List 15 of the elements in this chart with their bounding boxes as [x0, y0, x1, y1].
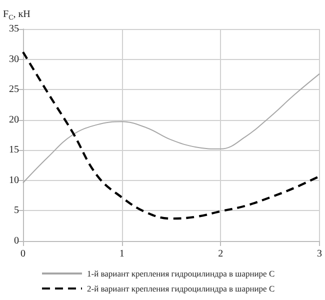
y-tick-label: 10 [9, 174, 19, 186]
y-tick-label: 15 [9, 144, 19, 156]
legend-label: 1-й вариант крепления гидроцилиндра в шарнире С [87, 268, 275, 278]
y-tick-label: 20 [9, 114, 19, 126]
x-tick-label: 3 [317, 248, 322, 260]
y-tick-label: 25 [9, 84, 19, 96]
y-tick-label: 0 [14, 236, 19, 246]
legend-label: 2-й вариант крепления гидроцилиндра в шарнире С [87, 284, 275, 294]
x-tick-label: 2 [218, 248, 224, 260]
line-series [22, 73, 320, 184]
y-tick-label: 5 [14, 205, 19, 216]
y-tick-label: 35 [9, 24, 19, 34]
x-tick-label: 1 [119, 248, 124, 260]
line-series [22, 50, 321, 220]
y-tick-label: 30 [9, 54, 19, 65]
